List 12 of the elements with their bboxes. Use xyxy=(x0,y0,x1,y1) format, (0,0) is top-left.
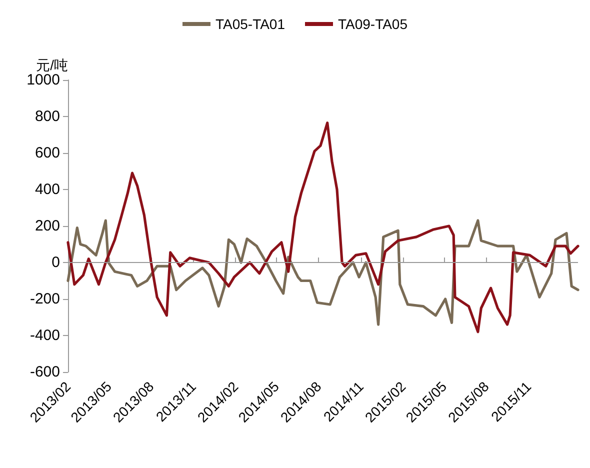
y-tick-label: -200 xyxy=(30,290,60,308)
y-tick-label: 0 xyxy=(52,254,60,271)
legend-label: TA05-TA01 xyxy=(215,16,286,32)
y-tick-label: 800 xyxy=(34,108,60,125)
y-tick-label: -400 xyxy=(30,327,60,344)
y-tick-label: 600 xyxy=(34,144,60,162)
y-tick-label: 1000 xyxy=(26,72,60,88)
legend-label: TA09-TA05 xyxy=(338,16,408,32)
y-tick-label: 200 xyxy=(34,218,60,234)
y-tick-label: 400 xyxy=(34,181,60,198)
y-tick-label: -600 xyxy=(30,364,60,380)
y-axis-title: 元/吨 xyxy=(36,57,68,73)
